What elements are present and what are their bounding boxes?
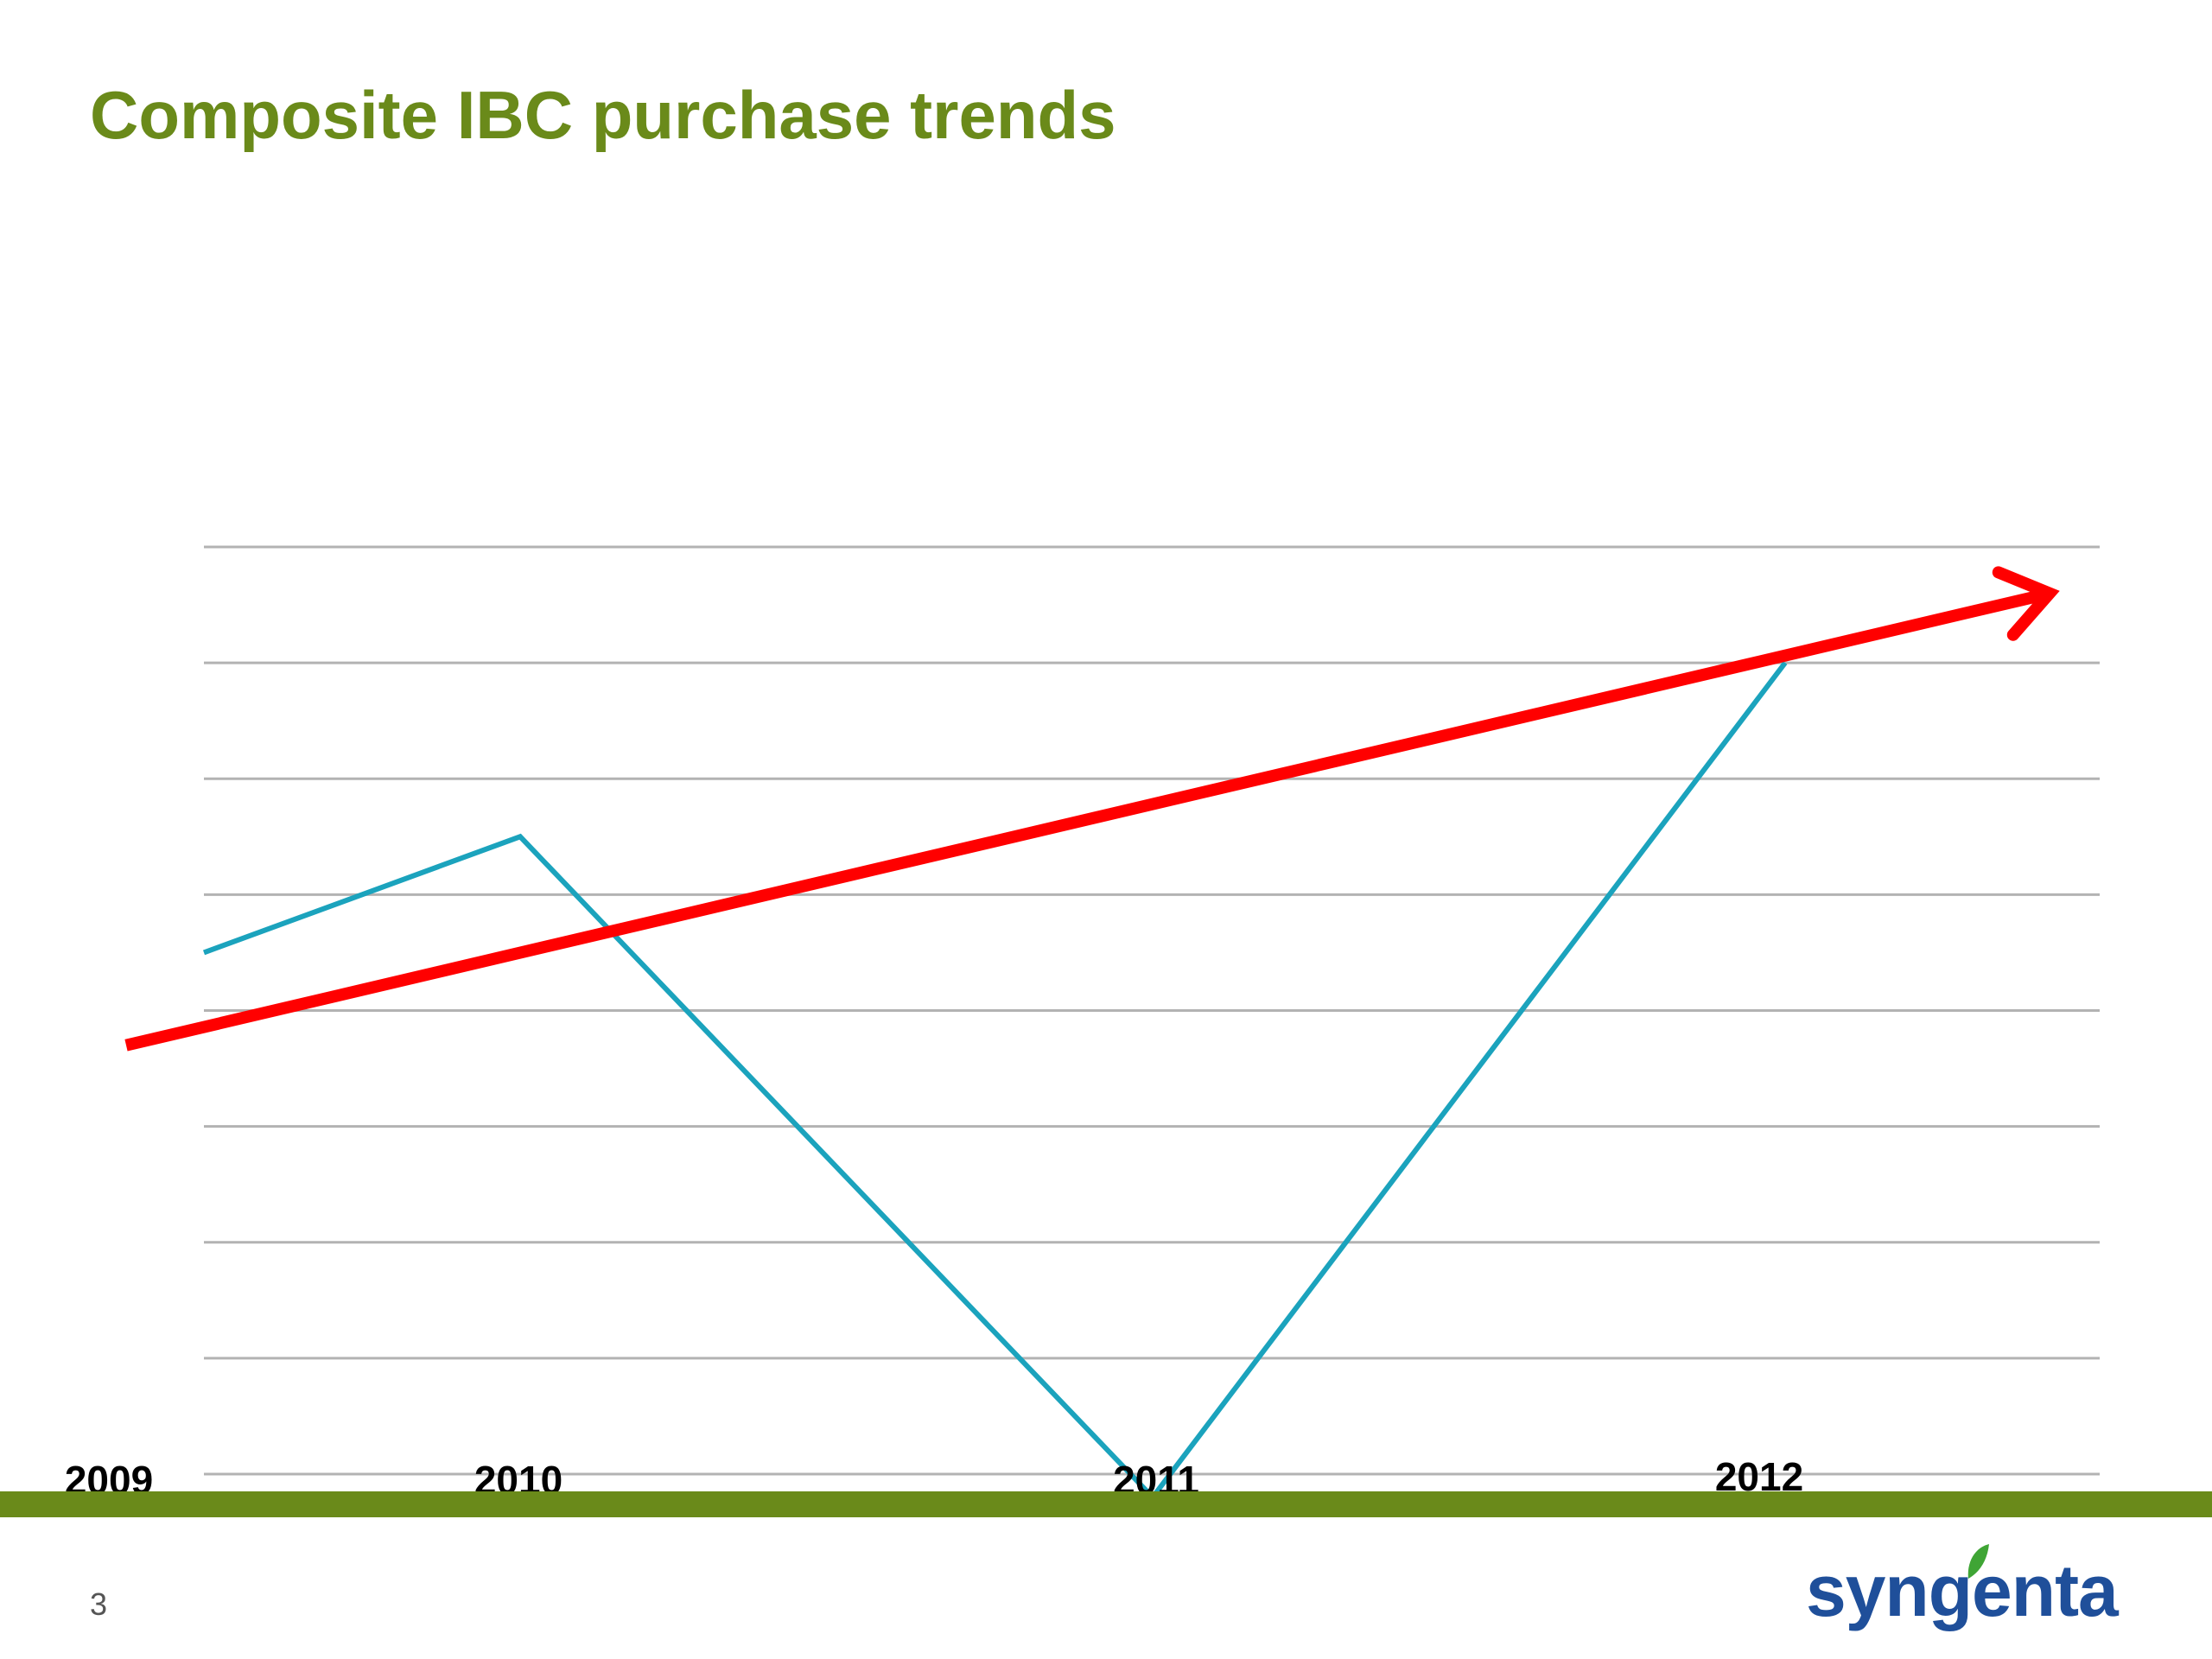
series-line	[202, 661, 1788, 1502]
gridlines	[204, 545, 2100, 1476]
leaf-icon	[1967, 1544, 1989, 1579]
trend-arrow-head	[1992, 566, 2060, 641]
line-chart	[124, 545, 2100, 1502]
trend-arrow-shaft	[124, 588, 2044, 1052]
footer-bar	[0, 1491, 2212, 1517]
page-number: 3	[90, 1586, 108, 1622]
series-layer	[202, 661, 1788, 1502]
trend-layer	[124, 566, 2060, 1052]
syngenta-logo: syngenta	[1806, 1542, 2119, 1637]
logo-wordmark: syngenta	[1806, 1550, 2119, 1631]
slide-title: Composite IBC purchase trends	[90, 77, 1116, 153]
